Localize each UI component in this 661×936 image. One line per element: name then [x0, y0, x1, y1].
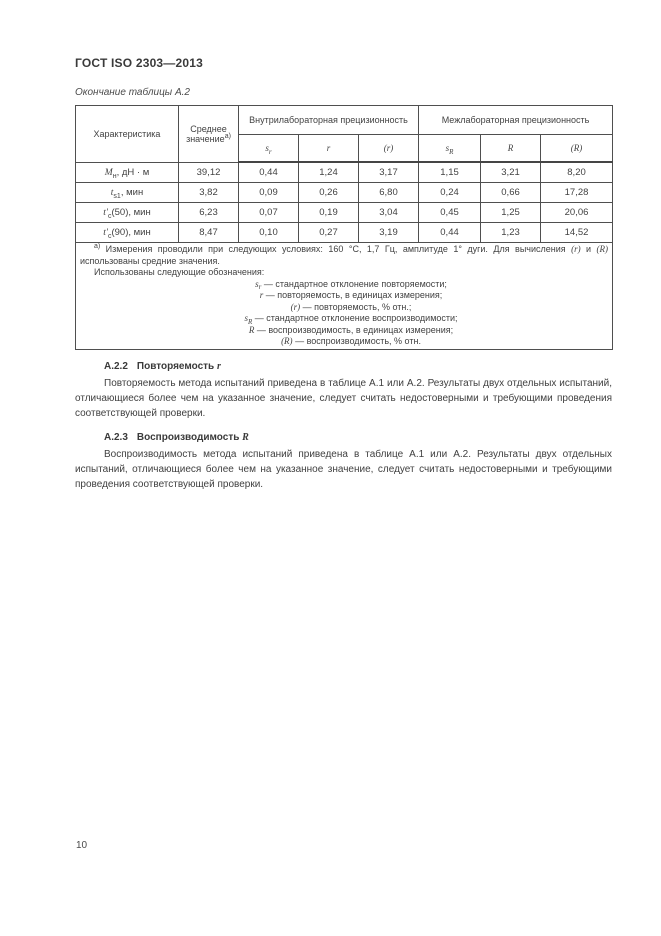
table-header-row-symbols: sr r (r) sR R (R)	[76, 134, 614, 163]
col-header-r: r	[298, 134, 359, 163]
section-body-a22: Повторяемость метода испытаний приведена…	[75, 377, 612, 419]
cell-value: 0,07	[238, 202, 299, 223]
cell-value: 20,06	[540, 202, 614, 223]
cell-value: 0,44	[238, 161, 299, 183]
cell-value: 8,47	[178, 222, 239, 243]
col-header-R-rel: (R)	[540, 134, 614, 163]
row-label-tc90: t′c(90), мин	[75, 222, 179, 243]
precision-table: Характеристика Среднее значениеа) Внутри…	[74, 105, 614, 350]
table-row-tc90: t′c(90), мин 8,47 0,10 0,27 3,19 0,44 1,…	[75, 222, 614, 243]
table-row-tc50: t′c(50), мин 6,23 0,07 0,19 3,04 0,45 1,…	[75, 202, 614, 223]
cell-value: 0,19	[298, 202, 359, 223]
cell-value: 3,21	[480, 161, 542, 183]
cell-value: 1,23	[480, 222, 542, 243]
cell-value: 17,28	[540, 182, 614, 203]
table-row-ts1: ts1, мин 3,82 0,09 0,26 6,80 0,24 0,66 1…	[75, 182, 614, 203]
cell-value: 3,17	[357, 161, 420, 183]
footnote-def-sR: sR — стандартное отклонение воспроизводи…	[244, 313, 458, 326]
cell-value: 3,04	[357, 202, 420, 223]
table-caption: Окончание таблицы А.2	[75, 87, 190, 98]
cell-value: 0,10	[238, 222, 299, 243]
col-header-r-rel: (r)	[357, 134, 420, 163]
section-heading-a22: А.2.2 Повторяемость r	[104, 360, 221, 372]
cell-value: 1,15	[418, 161, 482, 183]
col-header-sR: sR	[418, 134, 482, 163]
section-heading-a23: А.2.3 Воспроизводимость R	[104, 431, 249, 443]
cell-value: 0,45	[418, 202, 482, 223]
document-title: ГОСТ ISO 2303—2013	[75, 56, 204, 70]
footnote-def-R: R — воспроизводимость, в единицах измере…	[248, 324, 454, 335]
cell-value: 0,27	[298, 222, 359, 243]
cell-value: 6,80	[357, 182, 420, 203]
cell-value: 6,23	[178, 202, 239, 223]
cell-value: 0,44	[418, 222, 482, 243]
col-header-mean-value: Среднее значениеа)	[178, 105, 239, 163]
section-body-a23: Воспроизводимость метода испытаний приве…	[75, 448, 612, 490]
cell-value: 3,82	[178, 182, 239, 203]
row-label-ts1: ts1, мин	[75, 182, 179, 203]
mean-value-footnote-marker: а)	[224, 132, 231, 140]
cell-value: 0,09	[238, 182, 299, 203]
footnote-def-R-rel: (R) — воспроизводимость, % отн.	[281, 336, 421, 346]
table-row-mh: Мн, дН · м 39,12 0,44 1,24 3,17 1,15 3,2…	[75, 161, 614, 183]
cell-value: 3,19	[357, 222, 420, 243]
footnote-def-sr: sr — стандартное отклонение повторяемост…	[255, 278, 447, 292]
footnote-def-r-rel: (r) — повторяемость, % отн.;	[290, 301, 412, 312]
cell-value: 14,52	[540, 222, 614, 243]
table-footnote-row: а) Измерения проводили при следующих усл…	[74, 242, 614, 350]
page-content: ГОСТ ISO 2303—2013 Окончание таблицы А.2…	[74, 56, 614, 492]
footnote-designations-intro: Использованы следующие обозначения:	[94, 267, 265, 277]
footnote-def-r: r — повторяемость, в единицах измерения;	[259, 290, 443, 300]
cell-value: 39,12	[178, 161, 239, 183]
page-number: 10	[76, 840, 88, 851]
cell-value: 8,20	[540, 161, 614, 183]
cell-value: 0,66	[480, 182, 542, 203]
cell-value: 0,26	[298, 182, 359, 203]
cell-value: 1,25	[480, 202, 542, 223]
col-header-characteristic: Характеристика	[75, 105, 179, 163]
col-header-sr: sr	[238, 134, 299, 163]
col-header-R: R	[480, 134, 542, 163]
mean-value-label: Среднее значение	[186, 123, 227, 144]
cell-value: 1,24	[298, 161, 359, 183]
col-group-intralab-precision: Внутрилабораторная прецизионность	[237, 105, 420, 135]
col-group-interlab-precision: Межлабораторная прецизионность	[418, 105, 614, 135]
table-footnote: а) Измерения проводили при следующих усл…	[74, 242, 614, 350]
row-label-mh: Мн, дН · м	[75, 161, 179, 183]
row-label-tc50: t′c(50), мин	[75, 202, 179, 223]
table-header-row-groups: Характеристика Среднее значениеа) Внутри…	[75, 105, 614, 163]
footnote-conditions: а) Измерения проводили при следующих усл…	[80, 243, 609, 266]
cell-value: 0,24	[418, 182, 482, 203]
